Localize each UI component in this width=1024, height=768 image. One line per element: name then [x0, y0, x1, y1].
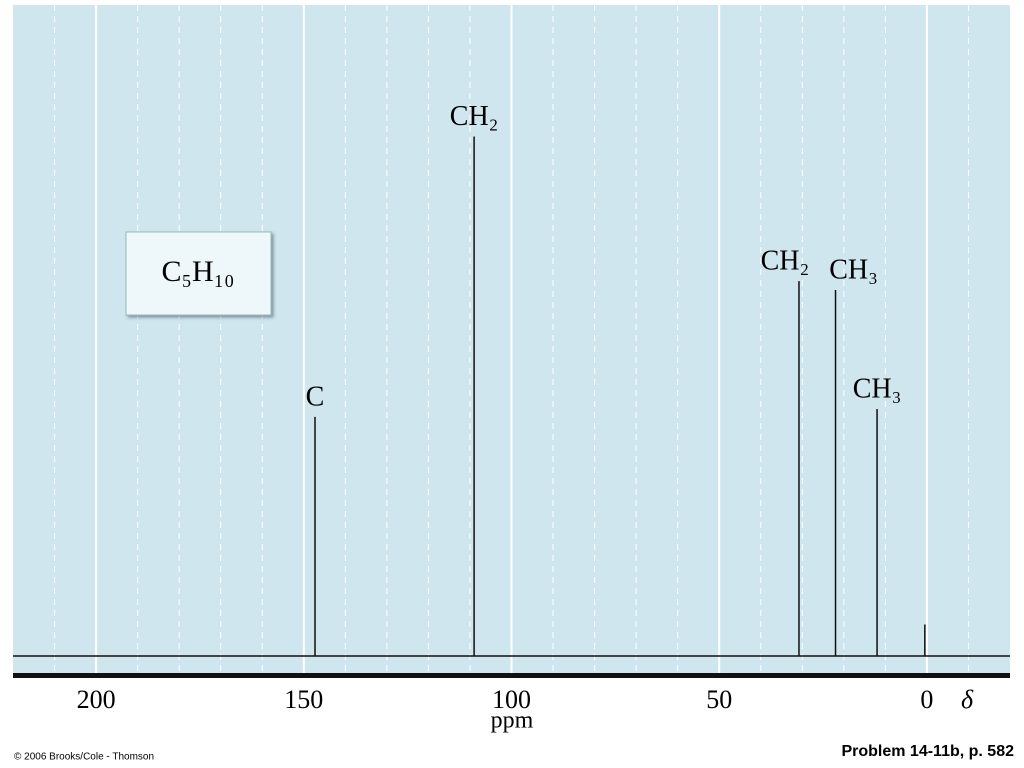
x-tick-label: 0	[920, 685, 933, 714]
x-tick-label: 50	[706, 685, 732, 714]
x-tick-label: 150	[284, 685, 323, 714]
peak-label: C	[306, 381, 325, 412]
formula: C₅H₁₀	[161, 255, 234, 288]
reference: Problem 14-11b, p. 582	[841, 743, 1014, 760]
formula-box	[125, 231, 272, 316]
peak-label: CH₂	[450, 101, 499, 132]
x-axis-label: ppm	[491, 708, 534, 734]
x-axis-symbol: δ	[961, 685, 974, 714]
copyright: © 2006 Brooks/Cole - Thomson	[14, 752, 154, 763]
x-tick-label: 100	[492, 685, 531, 714]
peak-label: CH₃	[829, 254, 878, 285]
x-tick-label: 200	[77, 685, 116, 714]
peak-label: CH₂	[761, 246, 810, 277]
peak-label: CH₃	[853, 373, 902, 404]
x-axis	[13, 673, 1010, 678]
